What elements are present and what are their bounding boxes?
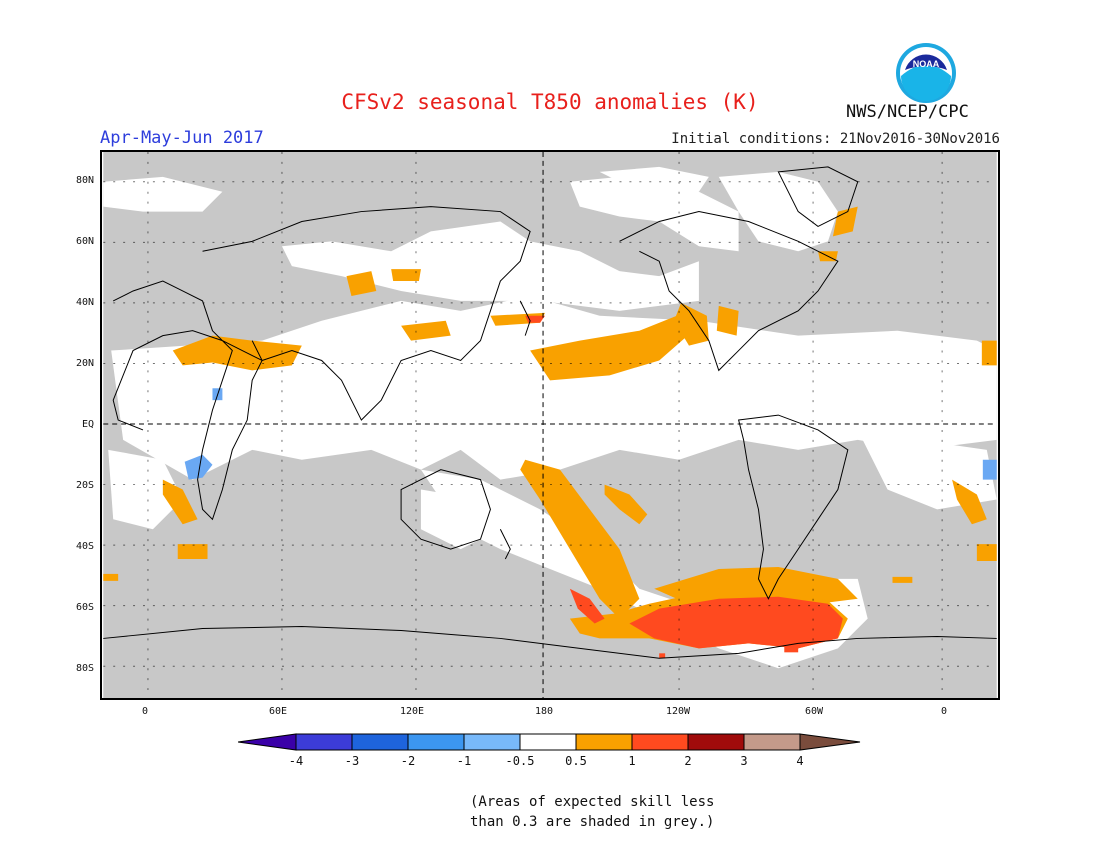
graticule <box>103 152 997 698</box>
colorbar-label: 4 <box>796 754 804 768</box>
map-title: CFSv2 seasonal T850 anomalies (K) <box>341 90 759 114</box>
lon-label: 0 <box>141 706 149 717</box>
colorbar-label: -2 <box>400 754 416 768</box>
noaa-logo: NOAA <box>896 43 956 103</box>
colorbar-label: 3 <box>740 754 748 768</box>
colorbar-cell <box>407 733 465 751</box>
colorbar-label: -1 <box>456 754 472 768</box>
colorbar-label: -3 <box>344 754 360 768</box>
colorbar-cell <box>463 733 521 751</box>
lat-label: 80S <box>75 663 94 674</box>
lat-label: 80N <box>75 175 94 186</box>
footnote-line: than 0.3 are shaded in grey.) <box>470 814 715 830</box>
colorbar-cell <box>687 733 745 751</box>
lat-label: 20S <box>75 480 94 491</box>
colorbar-cell <box>743 733 801 751</box>
colorbar-cell <box>519 733 577 751</box>
lat-label: 20N <box>75 358 94 369</box>
lat-label: 60S <box>75 602 94 613</box>
colorbar-cell <box>351 733 409 751</box>
anomaly-map <box>100 150 1000 700</box>
lon-label: 0 <box>940 706 948 717</box>
colorbar-cell <box>238 733 297 751</box>
map-canvas <box>103 152 997 698</box>
neutral-regions <box>103 166 997 669</box>
colorbar-cell <box>295 733 353 751</box>
lon-label: 180 <box>534 706 554 717</box>
initial-conditions: Initial conditions: 21Nov2016-30Nov2016 <box>671 131 1000 147</box>
svg-text:NOAA: NOAA <box>913 59 940 69</box>
lat-label: EQ <box>81 419 94 430</box>
warm-anomaly-1-2 <box>525 315 843 659</box>
colorbar-cell <box>799 733 861 751</box>
colorbar-cell <box>631 733 689 751</box>
colorbar <box>238 733 861 751</box>
footnote: (Areas of expected skill less than 0.3 a… <box>470 792 714 832</box>
lon-label: 120W <box>665 706 691 717</box>
agency-label: NWS/NCEP/CPC <box>846 102 969 122</box>
lat-label: 40N <box>75 297 94 308</box>
forecast-period: Apr-May-Jun 2017 <box>100 128 264 148</box>
colorbar-label: 1 <box>628 754 636 768</box>
colorbar-label: 2 <box>684 754 692 768</box>
colorbar-label: -4 <box>288 754 304 768</box>
colorbar-label: -0.5 <box>505 754 535 768</box>
lon-label: 120E <box>399 706 425 717</box>
lon-label: 60E <box>268 706 288 717</box>
footnote-line: (Areas of expected skill less <box>470 794 715 810</box>
lat-label: 60N <box>75 236 94 247</box>
colorbar-label: 0.5 <box>565 754 587 768</box>
lon-label: 60W <box>804 706 824 717</box>
lat-label: 40S <box>75 541 94 552</box>
colorbar-cell <box>575 733 633 751</box>
